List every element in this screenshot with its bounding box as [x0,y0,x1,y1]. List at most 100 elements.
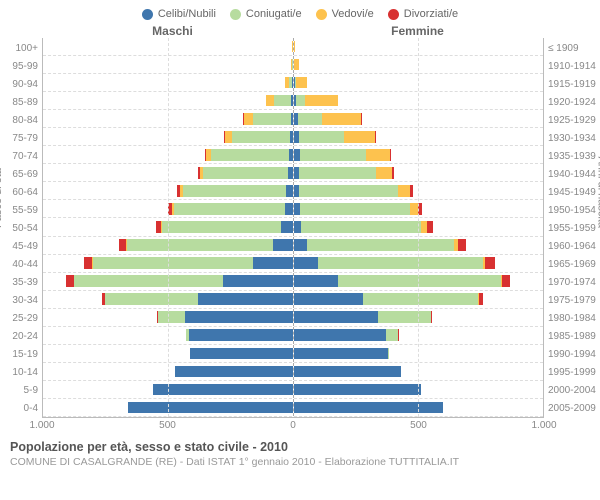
legend-item: Divorziati/e [388,8,458,20]
bar-segment [307,239,454,251]
y-tick-birth: 1980-1984 [548,310,600,328]
bar-segment [410,185,413,197]
legend-label: Coniugati/e [246,8,302,20]
y-tick-birth: 1955-1959 [548,220,600,238]
bar-segment [232,131,289,143]
bar-segment [127,239,273,251]
bar-segment [378,311,430,323]
chart-subtitle: COMUNE DI CASALGRANDE (RE) - Dati ISTAT … [10,454,590,468]
bar-segment [174,203,285,215]
pyramid-row [43,164,543,182]
y-tick-birth: 2005-2009 [548,400,600,418]
bar-segment [294,311,379,323]
bar-segment [294,257,319,269]
pyramid-row [43,291,543,309]
bar-segment [244,113,253,125]
y-tick-age: 0-4 [0,400,38,418]
pyramid-row [43,309,543,327]
bar-segment [392,167,394,179]
bar-segment [203,167,288,179]
bar-segment [410,203,418,215]
legend-item: Celibi/Nubili [142,8,216,20]
bar-segment [294,348,389,360]
bar-segment [427,221,433,233]
bar-segment [376,167,391,179]
bar-segment [479,293,483,305]
legend-label: Divorziati/e [404,8,458,20]
bar-segment [294,366,401,378]
legend-swatch [388,9,399,20]
bar-segment [300,149,366,161]
header-female: Femmine [295,24,600,38]
legend-swatch [142,9,153,20]
bar-segment [198,293,293,305]
bar-segment [211,149,288,161]
bar-segment [294,402,444,414]
y-tick-birth: 1940-1944 [548,166,600,184]
pyramid-row [43,182,543,200]
grid-line [168,38,169,417]
bar-segment [119,239,126,251]
y-tick-birth: 1960-1964 [548,238,600,256]
pyramid-row [43,255,543,273]
legend-item: Vedovi/e [316,8,374,20]
x-axis-right: 5001.000 [293,418,544,434]
bar-segment [190,348,292,360]
bar-segment [183,185,287,197]
pyramid-row [43,345,543,363]
bar-segment [458,239,466,251]
bar-segment [281,221,292,233]
y-tick-age: 75-79 [0,130,38,148]
pyramid-row [43,74,543,92]
y-tick-birth: 1945-1949 [548,184,600,202]
y-tick-birth: 1920-1924 [548,94,600,112]
bar-segment [375,131,376,143]
bar-segment [294,329,386,341]
bar-segment [390,149,391,161]
y-axis-right: ≤ 19091910-19141915-19191920-19241925-19… [544,38,600,418]
bar-segment [294,239,308,251]
x-tick: 1.000 [531,420,556,431]
y-tick-birth: 1970-1974 [548,274,600,292]
bar-segment [294,59,298,71]
x-tick: 1.000 [29,420,54,431]
bar-segment [93,257,253,269]
bar-segment [502,275,510,287]
bar-segment [296,77,307,89]
pyramid-row [43,146,543,164]
caption: Popolazione per età, sesso e stato civil… [0,434,600,470]
bar-segment [386,329,398,341]
y-tick-age: 30-34 [0,292,38,310]
y-tick-birth: ≤ 1909 [548,40,600,58]
y-tick-age: 20-24 [0,328,38,346]
y-tick-age: 40-44 [0,256,38,274]
legend-label: Vedovi/e [332,8,374,20]
bar-segment [175,366,292,378]
bar-segment [366,149,390,161]
chart-title: Popolazione per età, sesso e stato civil… [10,440,590,454]
y-tick-age: 15-19 [0,346,38,364]
bar-segment [84,257,92,269]
y-tick-birth: 1995-1999 [548,364,600,382]
bar-segment [294,275,339,287]
legend-item: Coniugati/e [230,8,302,20]
legend-label: Celibi/Nubili [158,8,216,20]
y-tick-age: 5-9 [0,382,38,400]
bar-segment [189,329,293,341]
bar-segment [296,95,305,107]
bar-segment [298,113,322,125]
chart-area: Fasce di età 100+95-9990-9485-8980-8475-… [0,38,600,418]
y-tick-birth: 1915-1919 [548,76,600,94]
y-axis-left: 100+95-9990-9485-8980-8475-7970-7465-696… [0,38,42,418]
bar-segment [338,275,500,287]
bar-segment [158,311,185,323]
pyramid-row [43,237,543,255]
column-headers: Maschi Femmine [0,24,600,38]
pyramid-row [43,399,543,417]
bar-segment [485,257,494,269]
bar-segment [266,95,274,107]
pyramid-row [43,363,543,381]
y-tick-birth: 1910-1914 [548,58,600,76]
bar-segment [128,402,293,414]
bar-segment [294,221,302,233]
